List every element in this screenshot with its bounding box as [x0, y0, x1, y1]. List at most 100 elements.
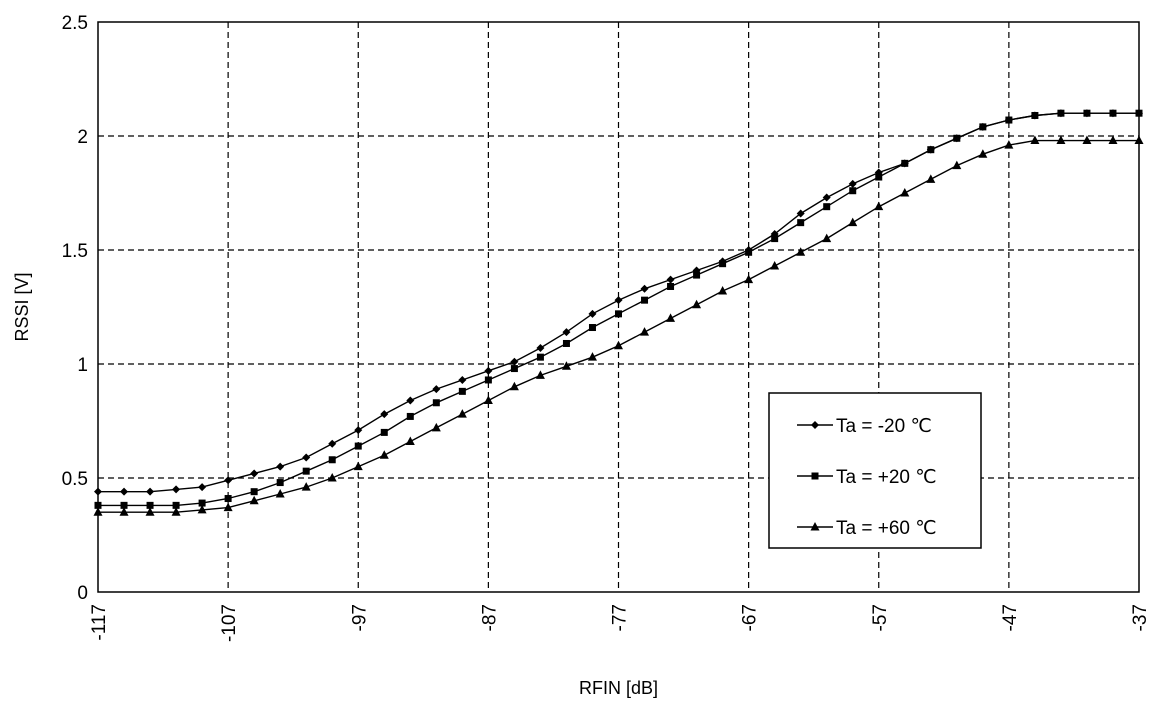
data-point [770, 260, 780, 270]
data-point [1030, 135, 1040, 145]
series-layer [93, 109, 1144, 516]
data-point [614, 296, 623, 305]
x-tick-label: -107 [219, 604, 240, 642]
legend-item: Ta = +20 ℃ [797, 467, 937, 488]
data-point [900, 188, 910, 197]
data-point [927, 146, 935, 154]
data-point [1083, 109, 1091, 117]
data-point [771, 235, 779, 243]
data-point [276, 462, 285, 471]
data-point [536, 344, 545, 353]
data-point [328, 439, 337, 448]
data-point [693, 271, 701, 279]
data-point [1004, 140, 1014, 149]
y-tick-label: 2.5 [62, 13, 88, 34]
data-point [406, 412, 414, 420]
data-point [431, 422, 441, 432]
data-point [1108, 135, 1118, 145]
x-tick-label: -57 [870, 604, 891, 631]
legend-label: Ta = +20 ℃ [836, 467, 937, 488]
legend-box [768, 392, 982, 549]
data-point [1056, 135, 1066, 145]
data-point [823, 203, 831, 211]
data-point [146, 487, 155, 496]
data-point [587, 352, 597, 361]
data-point [952, 160, 962, 170]
series-3 [93, 135, 1144, 516]
data-point [979, 123, 987, 131]
data-point [354, 426, 363, 435]
grid [98, 22, 1139, 592]
legend-marker [811, 472, 819, 480]
legend: Ta = -20 ℃ Ta = +20 ℃ Ta = +60 ℃ [768, 392, 982, 549]
y-axis-title: RSSI [V] [12, 272, 32, 341]
data-point [172, 501, 180, 509]
data-point [197, 504, 207, 514]
data-point [249, 495, 259, 505]
data-point [432, 399, 440, 407]
data-point [848, 217, 858, 227]
legend-item: Ta = -20 ℃ [797, 416, 932, 437]
y-tick-label: 1 [77, 355, 88, 376]
data-point [875, 173, 883, 181]
data-point [250, 469, 259, 478]
data-point [640, 284, 649, 293]
data-point [223, 502, 233, 512]
y-tick-label: 1.5 [62, 241, 88, 262]
data-point [172, 485, 181, 494]
data-point [641, 296, 649, 304]
x-tick-label: -47 [1000, 604, 1021, 631]
data-point [588, 309, 597, 318]
data-point [562, 328, 571, 337]
x-axis-title: RFIN [dB] [579, 678, 658, 698]
data-point [509, 381, 519, 391]
data-point [145, 507, 155, 516]
data-point [614, 340, 623, 350]
data-point [822, 193, 831, 202]
data-point [484, 376, 492, 384]
legend-marker [811, 421, 819, 429]
data-point [458, 375, 467, 384]
data-point [718, 286, 728, 295]
data-point [302, 453, 311, 462]
data-point [1109, 109, 1117, 117]
data-point [745, 248, 753, 256]
data-point [405, 436, 415, 446]
data-point [327, 473, 337, 482]
x-tick-label: -117 [89, 604, 110, 641]
data-point [822, 233, 832, 243]
data-point [224, 495, 232, 503]
y-tick-labels: 0 0.5 1 1.5 2 2.5 [62, 13, 88, 604]
data-point [120, 487, 129, 496]
data-point [276, 479, 284, 487]
data-point [953, 134, 961, 142]
data-point [119, 507, 129, 516]
legend-label: Ta = +60 ℃ [836, 518, 937, 539]
y-tick-label: 0.5 [62, 469, 88, 490]
data-point [978, 149, 988, 158]
data-point [901, 159, 909, 167]
data-point [874, 201, 884, 211]
data-point [666, 313, 676, 322]
data-point [692, 299, 702, 309]
data-point [562, 339, 570, 347]
data-point [510, 365, 518, 373]
data-point [457, 409, 467, 418]
data-point [666, 275, 675, 284]
data-point [432, 385, 441, 394]
plot-frame [97, 21, 1140, 593]
data-point [797, 219, 805, 227]
legend-marker [810, 522, 820, 531]
legend-label: Ta = -20 ℃ [836, 416, 932, 437]
data-point [588, 324, 596, 332]
data-point [354, 442, 362, 450]
data-point [198, 483, 207, 492]
x-tick-labels: -117 -107 -97 -87 -77 -67 -57 -47 -37 [89, 604, 1151, 642]
y-tick-label: 2 [77, 127, 88, 148]
data-point [171, 507, 181, 516]
data-point [1082, 135, 1092, 145]
data-point [667, 282, 675, 290]
data-point [535, 370, 545, 379]
data-point [1031, 111, 1039, 119]
